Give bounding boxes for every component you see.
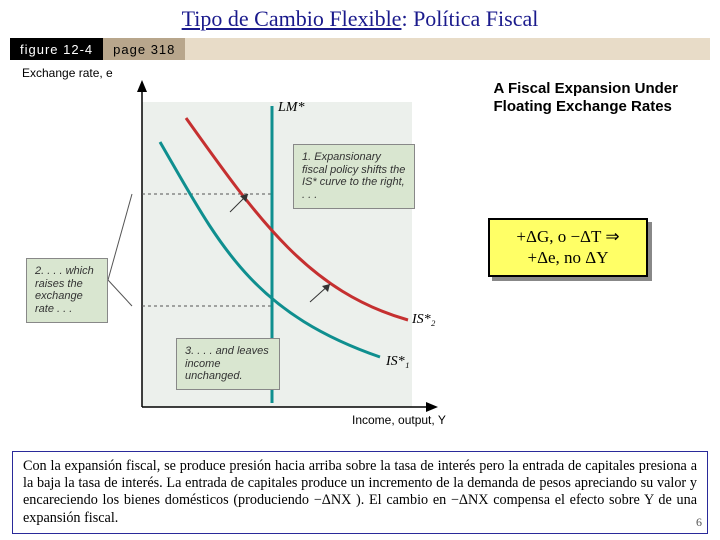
figure-bar-fill bbox=[185, 38, 710, 60]
is1-label: IS*₁ bbox=[386, 354, 410, 370]
figure-page: page 318 bbox=[103, 38, 185, 60]
y-axis-arrow bbox=[137, 80, 147, 92]
figure-label: figure 12-4 bbox=[10, 42, 103, 57]
x-axis-label: Income, output, Y bbox=[352, 413, 446, 427]
slide-title: Tipo de Cambio Flexible: Política Fiscal bbox=[0, 0, 720, 34]
title-underlined: Tipo de Cambio Flexible bbox=[182, 6, 402, 31]
callout-3: 3. . . . and leaves income unchanged. bbox=[176, 338, 280, 390]
is2-label: IS*₂ bbox=[412, 312, 436, 328]
result-line1: +ΔG, o −ΔT ⇒ bbox=[500, 226, 636, 247]
lm-label: LM* bbox=[278, 100, 304, 116]
footer-explanation: Con la expansión fiscal, se produce pres… bbox=[12, 451, 708, 534]
callout2-connector bbox=[108, 194, 132, 306]
x-axis-arrow bbox=[426, 402, 438, 412]
page-number: 6 bbox=[696, 515, 702, 530]
title-rest: : Política Fiscal bbox=[401, 6, 538, 31]
result-line2: +Δe, no ΔY bbox=[500, 247, 636, 268]
figure-bar: figure 12-4 page 318 bbox=[10, 38, 710, 60]
callout-1: 1. Expansionary fiscal policy shifts the… bbox=[293, 144, 415, 209]
callout-2: 2. . . . which raises the exchange rate … bbox=[26, 258, 108, 323]
chart-area: Exchange rate, e A Fiscal Expansion Unde… bbox=[10, 62, 710, 442]
result-box: +ΔG, o −ΔT ⇒ +Δe, no ΔY bbox=[488, 218, 648, 277]
